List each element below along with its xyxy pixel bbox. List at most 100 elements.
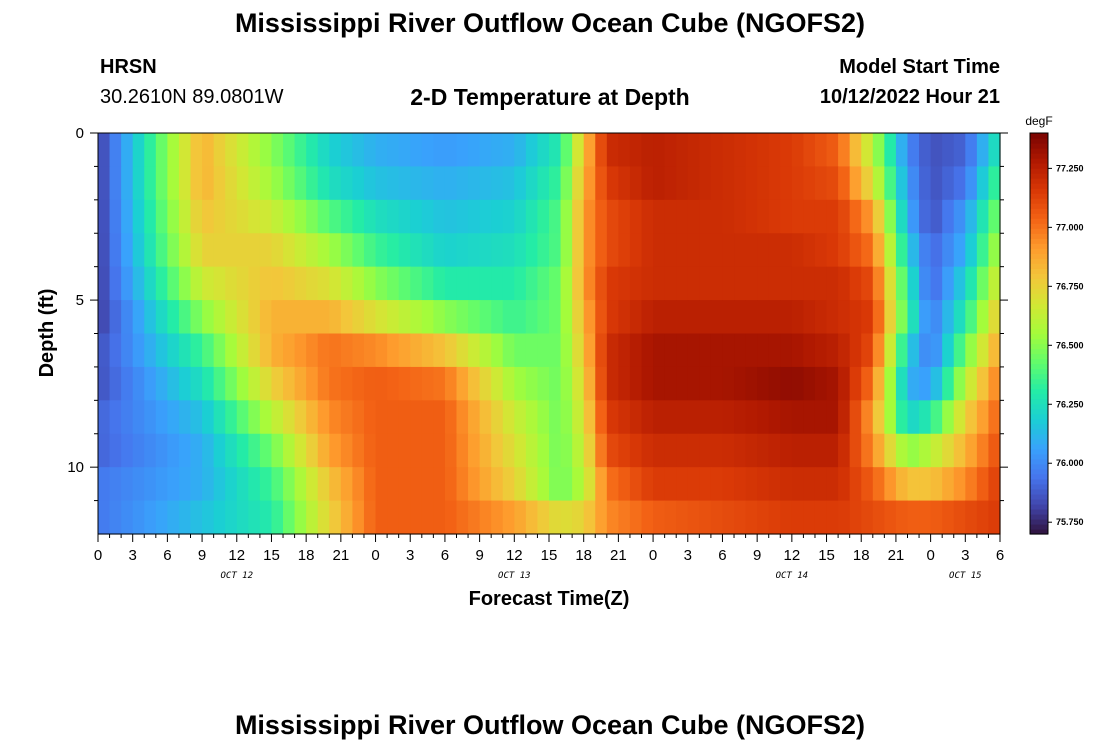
heatmap-cell [722,166,735,201]
heatmap-cell [248,400,261,435]
heatmap-cell [919,166,932,201]
heatmap-cell [479,433,492,468]
heatmap-cell [329,300,342,335]
heatmap-cell [98,199,111,234]
heatmap-cell [953,467,966,502]
heatmap-cell [814,366,828,401]
heatmap-cell [491,233,504,268]
colorbar-swatch [1030,383,1048,390]
heatmap-cell [849,366,862,401]
heatmap-cell [375,199,388,234]
heatmap-cell [410,266,423,301]
heatmap-cell [456,166,469,201]
heatmap-cell [745,233,758,268]
colorbar-swatch [1030,348,1048,355]
heatmap-cell [317,333,330,368]
heatmap-cell [930,233,943,268]
heatmap-cell [861,266,874,301]
colorbar-swatch [1030,388,1048,395]
colorbar-swatch [1030,513,1048,520]
heatmap-cell [641,233,654,268]
heatmap-cell [757,199,770,234]
heatmap-cell [687,333,700,368]
heatmap-cell [109,266,122,301]
heatmap-cell [664,166,677,201]
heatmap-cell [826,266,839,301]
heatmap-cell [976,500,990,535]
heatmap-cell [306,467,319,502]
heatmap-cell [294,266,307,301]
heatmap-cell [213,366,226,401]
heatmap-cell [363,199,377,234]
colorbar-swatch [1030,503,1048,510]
heatmap-cell [502,467,515,502]
heatmap-cell [421,366,434,401]
heatmap-cell [664,467,677,502]
heatmap-cell [826,233,839,268]
x-tick-label: 15 [818,547,835,564]
main-title: Mississippi River Outflow Ocean Cube (NG… [234,8,866,38]
heatmap-cell [849,433,862,468]
heatmap-cell [155,400,168,435]
colorbar-swatch [1030,318,1048,325]
colorbar-swatch [1030,183,1048,189]
colorbar-swatch [1030,433,1048,440]
heatmap-cell [236,400,249,435]
heatmap-cell [676,300,689,335]
heatmap-cells [98,133,1001,535]
heatmap-cell [456,199,469,234]
heatmap-cell [780,400,793,435]
heatmap-cell [861,133,874,168]
heatmap-cell [248,433,261,468]
heatmap-cell [583,333,596,368]
heatmap-cell [271,266,284,301]
heatmap-cell [202,300,215,335]
heatmap-cell [514,199,527,234]
station-coordinates: 30.2610N 89.0801W [100,86,284,108]
heatmap-cell [884,433,897,468]
heatmap-cell [248,199,261,234]
colorbar-swatch [1030,358,1048,365]
heatmap-cell [433,233,446,268]
heatmap-cell [803,400,816,435]
heatmap-cell [572,199,585,234]
y-tick-label: 5 [76,292,84,309]
colorbar-swatch [1030,373,1048,380]
heatmap-cell [734,233,747,268]
heatmap-cell [514,333,527,368]
heatmap-cell [768,433,781,468]
heatmap-cell [225,400,238,435]
heatmap-cell [202,166,215,201]
heatmap-cell [988,266,1001,301]
heatmap-cell [560,467,573,502]
heatmap-cell [664,266,677,301]
heatmap-cell [791,500,805,535]
y-tick-label: 0 [76,125,84,142]
heatmap-cell [236,366,249,401]
heatmap-cell [780,366,793,401]
heatmap-cell [213,467,226,502]
heatmap-cell [294,400,307,435]
heatmap-cell [190,233,203,268]
heatmap-cell [884,300,897,335]
heatmap-cell [109,366,122,401]
colorbar-swatch [1030,283,1048,289]
heatmap-cell [572,266,585,301]
heatmap-cell [814,333,828,368]
heatmap-cell [803,433,816,468]
heatmap-cell [248,133,261,168]
heatmap-cell [248,366,261,401]
heatmap-cell [676,266,689,301]
heatmap-cell [410,400,423,435]
heatmap-cell [363,433,377,468]
heatmap-cell [259,266,273,301]
heatmap-cell [202,133,215,168]
heatmap-cell [294,467,307,502]
heatmap-cell [930,500,943,535]
heatmap-cell [930,467,943,502]
heatmap-cell [606,266,619,301]
heatmap-cell [745,333,758,368]
heatmap-cell [537,233,550,268]
heatmap-cell [491,400,504,435]
heatmap-cell [768,500,781,535]
